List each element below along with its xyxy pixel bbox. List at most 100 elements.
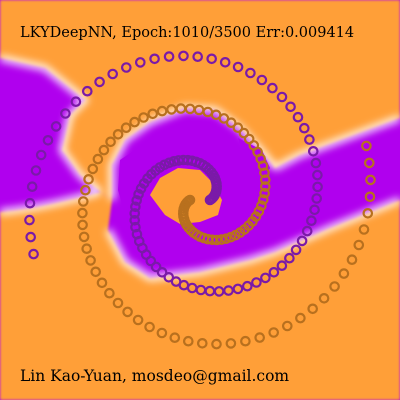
class-a-point (296, 235, 308, 247)
class-b-point (104, 287, 115, 299)
class-a-point (121, 62, 132, 73)
class-b-point (329, 281, 340, 292)
class-a-point (131, 195, 142, 206)
class-a-point (311, 193, 322, 204)
class-b-point (211, 338, 222, 350)
class-a-point (50, 121, 62, 132)
author-credit: Lin Kao-Yuan, mosdeo@gmail.com (20, 367, 290, 385)
class-a-point (135, 183, 147, 194)
class-b-point (295, 312, 306, 324)
class-a-point (260, 272, 271, 284)
class-a-point (242, 280, 253, 292)
class-b-point (77, 207, 88, 219)
class-a-point (24, 197, 36, 209)
class-a-point (256, 74, 268, 86)
class-b-point (83, 174, 94, 185)
class-b-point (169, 332, 181, 343)
class-b-point (362, 208, 374, 219)
class-a-point (251, 277, 262, 288)
class-b-region-core (150, 168, 222, 224)
class-a-point (94, 76, 105, 88)
class-a-point (70, 96, 82, 107)
class-b-point (318, 292, 330, 304)
class-a-point (42, 135, 54, 146)
class-b-point (225, 117, 237, 128)
class-a-point (309, 204, 320, 216)
class-b-points (77, 103, 376, 350)
class-a-point (306, 215, 317, 226)
class-b-point (259, 181, 271, 192)
class-b-point (112, 297, 124, 309)
class-a-point (107, 68, 118, 80)
class-a-point (24, 214, 35, 226)
class-b-point (232, 122, 244, 133)
class-b-point (80, 184, 91, 196)
class-a-point (150, 261, 162, 273)
class-b-point (90, 266, 101, 278)
class-b-point (358, 224, 370, 235)
class-a-point (312, 181, 323, 193)
class-b-point (96, 277, 108, 289)
class-b-point (346, 254, 358, 266)
class-a-point (178, 50, 189, 62)
class-b-point (98, 144, 110, 156)
class-a-point (30, 165, 42, 176)
class-b-point (147, 108, 158, 120)
class-a-point (133, 189, 144, 200)
class-a-point (219, 56, 231, 68)
class-a-point (138, 178, 150, 189)
class-b-point (122, 306, 133, 318)
class-a-point (130, 201, 141, 213)
class-a-point (26, 181, 38, 192)
class-b-point (259, 167, 270, 179)
class-a-point (285, 101, 296, 113)
class-a-point (25, 231, 36, 243)
class-b-point (220, 233, 232, 244)
class-b-point (307, 303, 318, 315)
class-a-point (163, 51, 175, 62)
class-b-point (361, 140, 372, 152)
class-b-point (78, 196, 89, 207)
class-b-point (243, 133, 255, 145)
class-b-point (85, 255, 96, 266)
class-a-point (156, 266, 168, 278)
class-a-point (245, 67, 256, 79)
class-b-point (238, 127, 250, 139)
class-b-point (120, 122, 132, 133)
class-a-point (268, 266, 280, 278)
class-a-point (129, 208, 140, 219)
class-b-point (105, 136, 116, 148)
class-b-point (365, 174, 376, 186)
class-b-point (87, 163, 99, 175)
class-b-point (256, 200, 267, 211)
class-a-point (149, 53, 160, 65)
class-a-point (82, 85, 93, 97)
class-b-point (257, 194, 269, 205)
class-a-point (28, 248, 39, 260)
class-a-point (310, 157, 322, 169)
class-b-point (81, 243, 92, 254)
training-status-title: LKYDeepNN, Epoch:1010/3500 Err:0.009414 (20, 25, 355, 41)
class-a-point (232, 61, 244, 73)
class-a-point (276, 260, 288, 271)
class-a-point (267, 82, 278, 94)
class-b-point (112, 129, 124, 140)
class-a-point (292, 111, 304, 123)
class-b-point (259, 174, 271, 185)
class-a-point (276, 91, 288, 103)
class-b-point (338, 268, 350, 279)
class-a-point (298, 122, 310, 134)
class-b-point (216, 234, 227, 245)
class-a-point (307, 146, 319, 157)
class-a-point (223, 285, 234, 296)
class-a-point (301, 225, 313, 237)
class-a-point (129, 215, 140, 226)
class-b-point (364, 191, 376, 203)
class-a-point (232, 283, 244, 295)
class-a-point (60, 108, 71, 119)
class-a-point (284, 252, 295, 264)
class-a-point (178, 154, 189, 166)
class-a-point (130, 221, 141, 233)
